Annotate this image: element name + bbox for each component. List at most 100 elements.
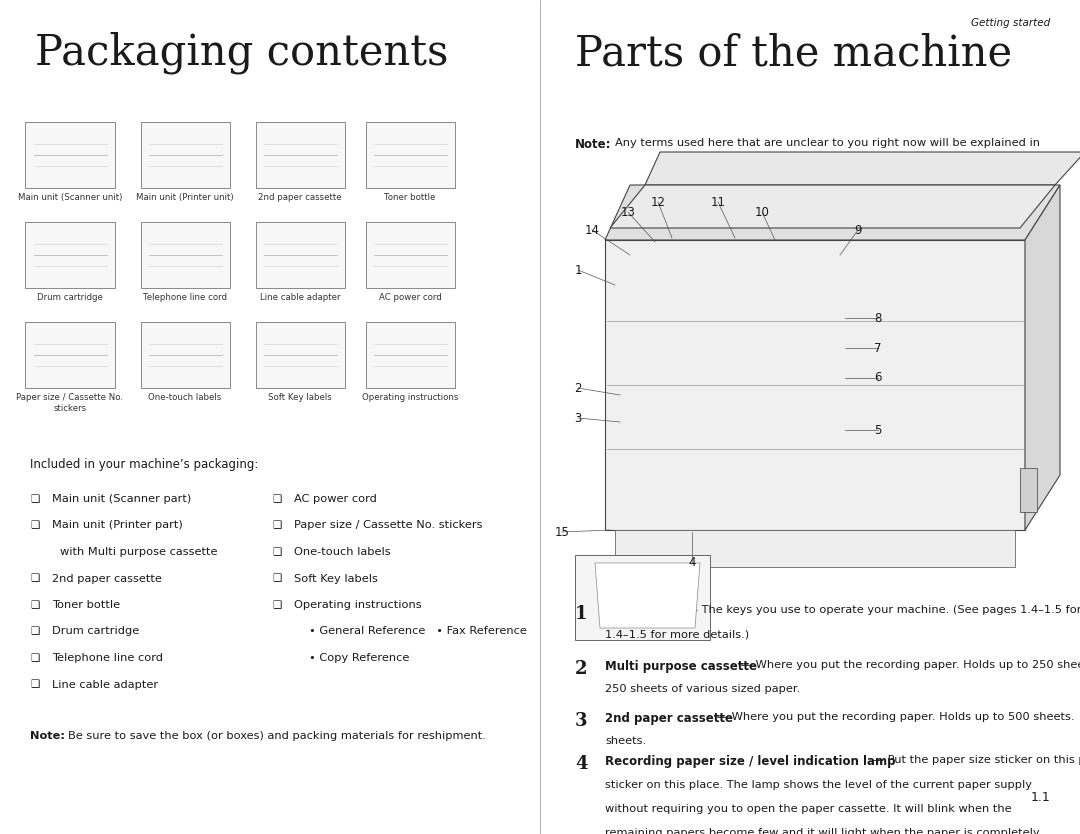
Text: Main unit (Printer unit): Main unit (Printer unit): [136, 193, 233, 202]
Text: — Where you put the recording paper. Holds up to 500 sheets.: — Where you put the recording paper. Hol…: [713, 712, 1075, 722]
Bar: [1020, 468, 1037, 512]
Text: Main unit (Scanner part): Main unit (Scanner part): [52, 494, 191, 504]
Text: Recording paper size / level indication lamp: Recording paper size / level indication …: [605, 755, 895, 768]
Text: Packaging contents: Packaging contents: [35, 32, 448, 74]
Text: ❑: ❑: [30, 520, 39, 530]
FancyBboxPatch shape: [365, 122, 455, 188]
Text: Paper size / Cassette No.
stickers: Paper size / Cassette No. stickers: [16, 393, 123, 413]
Text: 5: 5: [875, 424, 881, 436]
Text: Toner bottle: Toner bottle: [384, 193, 435, 202]
FancyBboxPatch shape: [365, 222, 455, 288]
Text: 8: 8: [875, 312, 881, 324]
Text: Drum cartridge: Drum cartridge: [52, 626, 139, 636]
Polygon shape: [605, 185, 1059, 240]
Text: 250 sheets of various sized paper.: 250 sheets of various sized paper.: [605, 685, 800, 695]
Text: — Put the paper size sticker on this place. The lamp shows the level of the curr: — Put the paper size sticker on this pla…: [869, 755, 1080, 765]
Text: 7: 7: [874, 341, 881, 354]
Text: 1: 1: [575, 264, 582, 277]
Text: 9: 9: [854, 224, 862, 237]
Text: Soft Key labels: Soft Key labels: [294, 574, 378, 584]
Text: • Copy Reference: • Copy Reference: [309, 653, 409, 663]
Text: Getting started: Getting started: [971, 18, 1050, 28]
Text: 3: 3: [575, 712, 588, 730]
Text: 14: 14: [584, 224, 599, 237]
Text: Control Panel: Control Panel: [605, 605, 694, 618]
FancyBboxPatch shape: [256, 222, 345, 288]
Text: One-touch labels: One-touch labels: [294, 547, 391, 557]
Text: Soft Key labels: Soft Key labels: [268, 393, 332, 402]
Text: 1.1: 1.1: [1030, 791, 1050, 804]
Text: Toner bottle: Toner bottle: [52, 600, 120, 610]
Text: Line cable adapter: Line cable adapter: [52, 680, 158, 690]
Text: with Multi purpose cassette: with Multi purpose cassette: [60, 547, 217, 557]
Text: Telephone line cord: Telephone line cord: [143, 293, 227, 302]
Text: 1.4–1.5 for more details.): 1.4–1.5 for more details.): [605, 630, 750, 640]
Text: 6: 6: [874, 371, 881, 384]
Text: detail in the coming pages.: detail in the coming pages.: [659, 164, 814, 174]
Text: 2: 2: [575, 381, 582, 394]
Text: Note:: Note:: [575, 138, 611, 151]
Text: ❑: ❑: [272, 600, 281, 610]
Text: 2: 2: [575, 660, 588, 678]
Text: ❑: ❑: [30, 494, 39, 504]
Text: ❑: ❑: [272, 494, 281, 504]
Text: Main unit (Printer part): Main unit (Printer part): [52, 520, 183, 530]
Polygon shape: [610, 185, 1055, 228]
Text: 4: 4: [575, 755, 588, 773]
FancyBboxPatch shape: [140, 122, 229, 188]
Text: ❑: ❑: [30, 600, 39, 610]
Text: Note:: Note:: [30, 731, 65, 741]
Text: ❑: ❑: [30, 626, 39, 636]
Text: • General Reference   • Fax Reference: • General Reference • Fax Reference: [309, 626, 527, 636]
Text: AC power cord: AC power cord: [294, 494, 377, 504]
Text: ❑: ❑: [30, 653, 39, 663]
Text: Line cable adapter: Line cable adapter: [260, 293, 340, 302]
FancyBboxPatch shape: [26, 322, 114, 388]
Text: 10: 10: [755, 205, 769, 219]
Polygon shape: [595, 563, 700, 628]
Polygon shape: [1025, 185, 1059, 530]
FancyBboxPatch shape: [140, 222, 229, 288]
Text: sheets.: sheets.: [605, 736, 646, 746]
FancyBboxPatch shape: [26, 122, 114, 188]
Text: AC power cord: AC power cord: [379, 293, 442, 302]
Bar: [575, 555, 710, 640]
Text: 4: 4: [688, 555, 696, 569]
Text: Included in your machine’s packaging:: Included in your machine’s packaging:: [30, 458, 258, 471]
Text: 13: 13: [621, 205, 635, 219]
FancyBboxPatch shape: [140, 322, 229, 388]
FancyBboxPatch shape: [26, 222, 114, 288]
Text: without requiring you to open the paper cassette. It will blink when the: without requiring you to open the paper …: [605, 804, 1012, 814]
Text: Any terms used here that are unclear to you right now will be explained in: Any terms used here that are unclear to …: [615, 138, 1040, 148]
Text: Operating instructions: Operating instructions: [294, 600, 421, 610]
Text: Parts of the machine: Parts of the machine: [575, 32, 1012, 74]
Text: remaining papers become few and it will light when the paper is completely: remaining papers become few and it will …: [605, 828, 1040, 834]
FancyBboxPatch shape: [256, 122, 345, 188]
Text: sticker on this place. The lamp shows the level of the current paper supply: sticker on this place. The lamp shows th…: [605, 780, 1032, 790]
Text: 2nd paper cassette: 2nd paper cassette: [605, 712, 733, 725]
Text: 11: 11: [711, 195, 726, 208]
Text: 2nd paper cassette: 2nd paper cassette: [52, 574, 162, 584]
Text: 1: 1: [575, 605, 588, 623]
Text: ❑: ❑: [30, 574, 39, 584]
Text: ❑: ❑: [272, 520, 281, 530]
Text: 3: 3: [575, 411, 582, 425]
Text: — The keys you use to operate your machine. (See pages 1.4–1.5 for more details.: — The keys you use to operate your machi…: [683, 605, 1080, 615]
Text: ❑: ❑: [272, 574, 281, 584]
Text: — Where you put the recording paper. Holds up to 250 sheets of various sized pap: — Where you put the recording paper. Hol…: [737, 660, 1080, 670]
Text: 12: 12: [650, 195, 665, 208]
Text: Paper size / Cassette No. stickers: Paper size / Cassette No. stickers: [294, 520, 483, 530]
Bar: [615, 530, 1015, 567]
Text: ❑: ❑: [30, 680, 39, 690]
Bar: [605, 240, 1025, 530]
Text: Be sure to save the box (or boxes) and packing materials for reshipment.: Be sure to save the box (or boxes) and p…: [68, 731, 486, 741]
Text: Drum cartridge: Drum cartridge: [37, 293, 103, 302]
Text: 2nd paper cassette: 2nd paper cassette: [258, 193, 341, 202]
FancyBboxPatch shape: [256, 322, 345, 388]
Text: ❑: ❑: [272, 547, 281, 557]
Text: One-touch labels: One-touch labels: [148, 393, 221, 402]
Text: Multi purpose cassette: Multi purpose cassette: [605, 660, 757, 673]
Text: Telephone line cord: Telephone line cord: [52, 653, 163, 663]
Polygon shape: [645, 152, 1080, 185]
Text: Main unit (Scanner unit): Main unit (Scanner unit): [17, 193, 122, 202]
